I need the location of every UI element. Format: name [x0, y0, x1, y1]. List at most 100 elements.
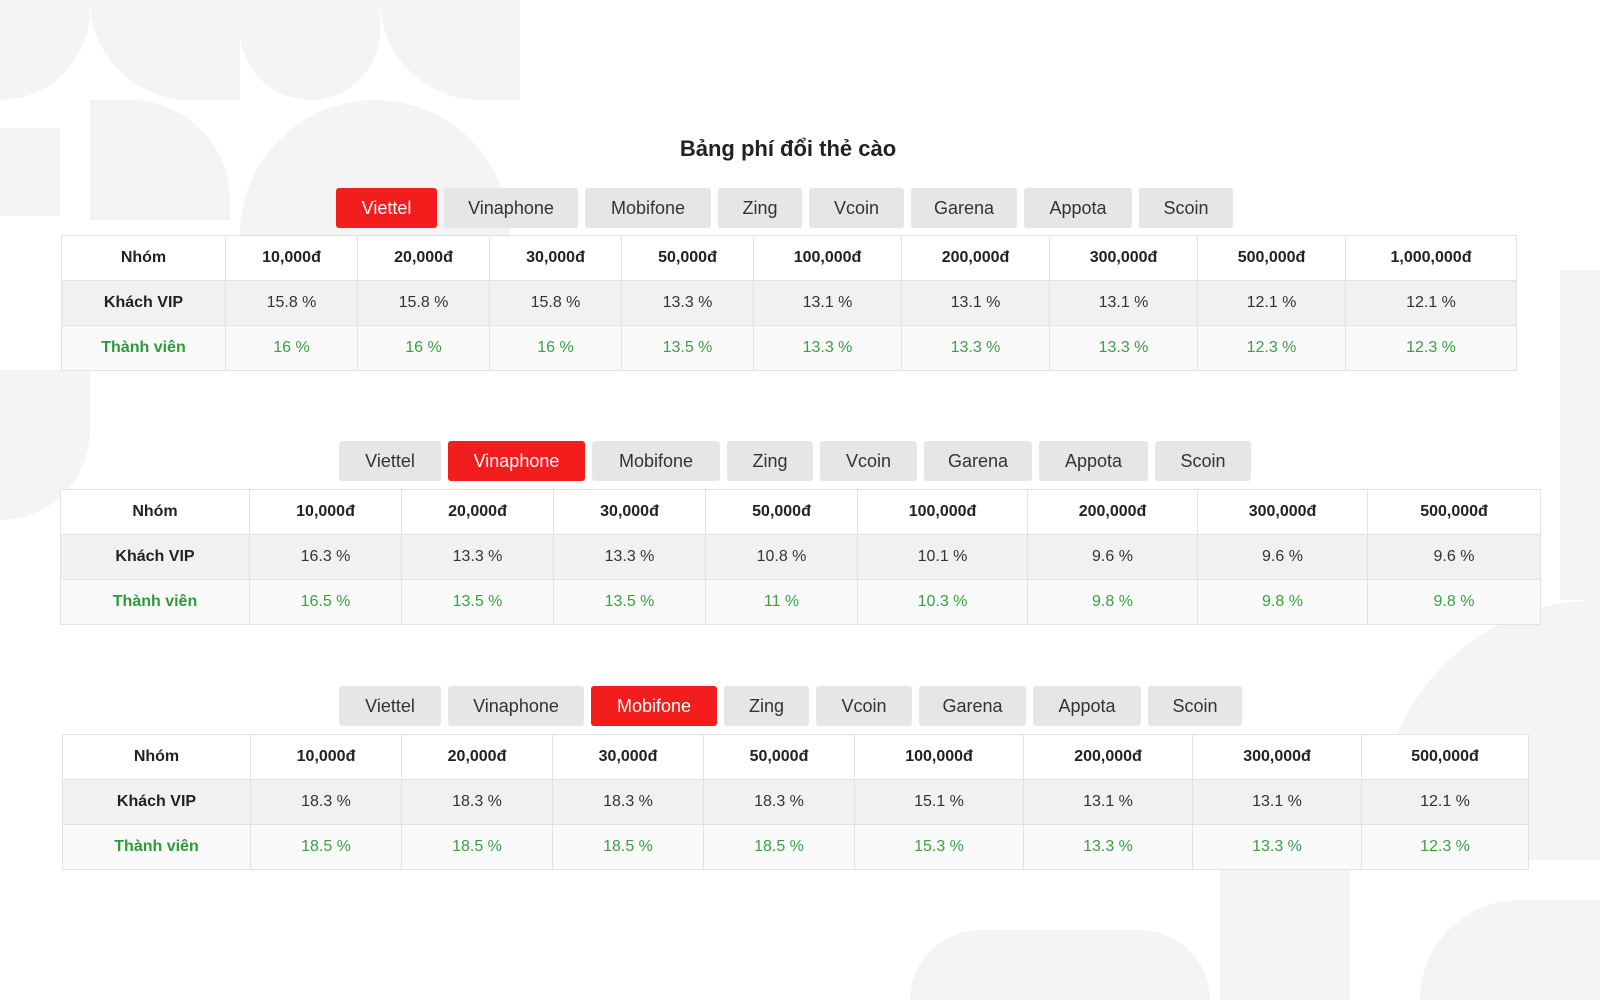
tab-zing[interactable]: Zing	[727, 441, 813, 481]
tab-vcoin[interactable]: Vcoin	[816, 686, 912, 726]
header-cell: 300,000đ	[1192, 734, 1362, 780]
header-cell: 300,000đ	[1049, 235, 1198, 281]
tab-mobifone[interactable]: Mobifone	[591, 686, 717, 726]
rate-cell: 13.3 %	[753, 325, 902, 371]
header-cell: Nhóm	[62, 734, 251, 780]
header-cell: 50,000đ	[621, 235, 754, 281]
rate-cell: 9.6 %	[1027, 534, 1198, 580]
tab-appota[interactable]: Appota	[1033, 686, 1141, 726]
rate-cell: 12.3 %	[1197, 325, 1346, 371]
rate-cell: 15.8 %	[357, 280, 490, 326]
header-cell: 30,000đ	[489, 235, 622, 281]
rate-cell: 18.3 %	[250, 779, 402, 825]
rate-cell: 13.5 %	[401, 579, 554, 625]
header-cell: 10,000đ	[225, 235, 358, 281]
fee-table-vinaphone: Nhóm 10,000đ 20,000đ 30,000đ 50,000đ 100…	[60, 489, 1541, 625]
tab-garena[interactable]: Garena	[924, 441, 1032, 481]
tab-vinaphone[interactable]: Vinaphone	[448, 441, 585, 481]
rate-cell: 16 %	[225, 325, 358, 371]
provider-tabs-1: Viettel Vinaphone Mobifone Zing Vcoin Ga…	[336, 188, 1233, 228]
provider-tabs-3: Viettel Vinaphone Mobifone Zing Vcoin Ga…	[339, 686, 1242, 726]
row-label: Khách VIP	[60, 534, 250, 580]
rate-cell: 9.8 %	[1197, 579, 1368, 625]
table-row-vip: Khách VIP 15.8 % 15.8 % 15.8 % 13.3 % 13…	[61, 280, 1517, 326]
rate-cell: 16 %	[489, 325, 622, 371]
table-row-member: Thành viên 18.5 % 18.5 % 18.5 % 18.5 % 1…	[62, 824, 1529, 870]
rate-cell: 18.3 %	[401, 779, 553, 825]
header-cell: 500,000đ	[1367, 489, 1541, 535]
row-label: Thành viên	[61, 325, 226, 371]
rate-cell: 10.8 %	[705, 534, 858, 580]
tab-garena[interactable]: Garena	[911, 188, 1017, 228]
tab-viettel[interactable]: Viettel	[339, 686, 441, 726]
tab-viettel[interactable]: Viettel	[336, 188, 437, 228]
rate-cell: 12.1 %	[1361, 779, 1529, 825]
tab-vinaphone[interactable]: Vinaphone	[448, 686, 584, 726]
row-label: Khách VIP	[62, 779, 251, 825]
tab-mobifone[interactable]: Mobifone	[585, 188, 711, 228]
tab-zing[interactable]: Zing	[724, 686, 809, 726]
tab-appota[interactable]: Appota	[1024, 188, 1132, 228]
tab-scoin[interactable]: Scoin	[1155, 441, 1251, 481]
header-cell: 30,000đ	[553, 489, 706, 535]
rate-cell: 13.1 %	[1023, 779, 1193, 825]
row-label: Khách VIP	[61, 280, 226, 326]
tab-garena[interactable]: Garena	[919, 686, 1026, 726]
rate-cell: 18.3 %	[552, 779, 704, 825]
tab-scoin[interactable]: Scoin	[1148, 686, 1242, 726]
rate-cell: 18.5 %	[250, 824, 402, 870]
rate-cell: 13.3 %	[1192, 824, 1362, 870]
header-cell: 30,000đ	[552, 734, 704, 780]
table-header-row: Nhóm 10,000đ 20,000đ 30,000đ 50,000đ 100…	[62, 734, 1529, 780]
table-row-vip: Khách VIP 16.3 % 13.3 % 13.3 % 10.8 % 10…	[60, 534, 1541, 580]
rate-cell: 13.1 %	[1192, 779, 1362, 825]
rate-cell: 9.8 %	[1027, 579, 1198, 625]
rate-cell: 16.3 %	[249, 534, 402, 580]
rate-cell: 13.3 %	[1049, 325, 1198, 371]
header-cell: 100,000đ	[753, 235, 902, 281]
rate-cell: 13.3 %	[553, 534, 706, 580]
header-cell: 500,000đ	[1197, 235, 1346, 281]
fee-table-viettel: Nhóm 10,000đ 20,000đ 30,000đ 50,000đ 100…	[61, 235, 1517, 371]
rate-cell: 13.3 %	[901, 325, 1050, 371]
header-cell: 500,000đ	[1361, 734, 1529, 780]
rate-cell: 15.8 %	[489, 280, 622, 326]
rate-cell: 13.1 %	[753, 280, 902, 326]
rate-cell: 13.5 %	[621, 325, 754, 371]
page-title: Bảng phí đổi thẻ cào	[679, 136, 897, 161]
tab-zing[interactable]: Zing	[718, 188, 802, 228]
tab-viettel[interactable]: Viettel	[339, 441, 441, 481]
header-cell: 100,000đ	[854, 734, 1024, 780]
table-row-vip: Khách VIP 18.3 % 18.3 % 18.3 % 18.3 % 15…	[62, 779, 1529, 825]
header-cell: 10,000đ	[249, 489, 402, 535]
table-row-member: Thành viên 16 % 16 % 16 % 13.5 % 13.3 % …	[61, 325, 1517, 371]
header-cell: 1,000,000đ	[1345, 235, 1517, 281]
header-cell: 20,000đ	[401, 734, 553, 780]
header-cell: 200,000đ	[1027, 489, 1198, 535]
rate-cell: 9.6 %	[1367, 534, 1541, 580]
rate-cell: 16 %	[357, 325, 490, 371]
tab-vcoin[interactable]: Vcoin	[809, 188, 904, 228]
header-cell: 50,000đ	[703, 734, 855, 780]
rate-cell: 15.3 %	[854, 824, 1024, 870]
rate-cell: 12.1 %	[1345, 280, 1517, 326]
tab-vcoin[interactable]: Vcoin	[820, 441, 917, 481]
rate-cell: 10.3 %	[857, 579, 1028, 625]
rate-cell: 18.5 %	[552, 824, 704, 870]
tab-mobifone[interactable]: Mobifone	[592, 441, 720, 481]
fee-table-mobifone: Nhóm 10,000đ 20,000đ 30,000đ 50,000đ 100…	[62, 734, 1529, 870]
provider-tabs-2: Viettel Vinaphone Mobifone Zing Vcoin Ga…	[339, 441, 1251, 481]
rate-cell: 13.5 %	[553, 579, 706, 625]
row-label: Thành viên	[62, 824, 251, 870]
rate-cell: 12.3 %	[1361, 824, 1529, 870]
tab-vinaphone[interactable]: Vinaphone	[444, 188, 578, 228]
tab-scoin[interactable]: Scoin	[1139, 188, 1233, 228]
header-cell: 100,000đ	[857, 489, 1028, 535]
header-cell: 200,000đ	[901, 235, 1050, 281]
tab-appota[interactable]: Appota	[1039, 441, 1148, 481]
header-cell: 300,000đ	[1197, 489, 1368, 535]
rate-cell: 12.1 %	[1197, 280, 1346, 326]
header-cell: 50,000đ	[705, 489, 858, 535]
rate-cell: 9.8 %	[1367, 579, 1541, 625]
table-header-row: Nhóm 10,000đ 20,000đ 30,000đ 50,000đ 100…	[60, 489, 1541, 535]
